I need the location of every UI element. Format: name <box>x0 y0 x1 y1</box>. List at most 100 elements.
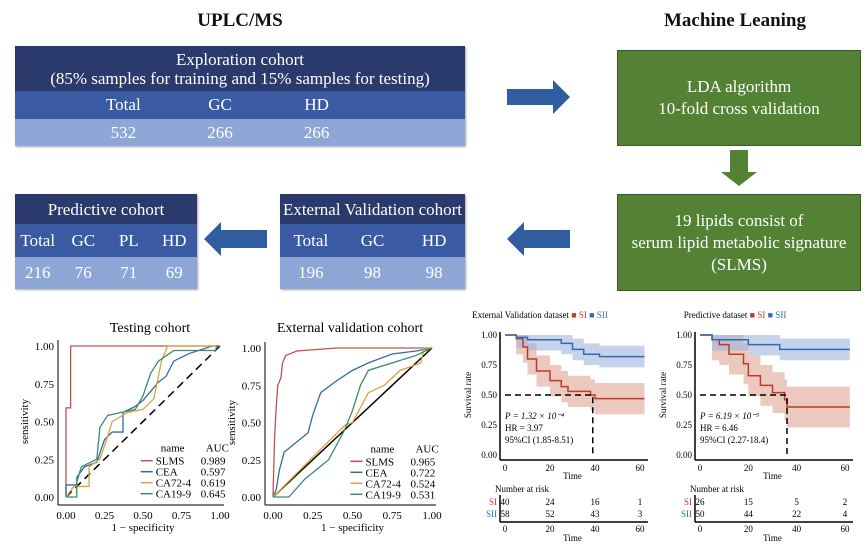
predictive-title: Predictive cohort <box>15 194 197 224</box>
cell: 196 <box>298 263 324 282</box>
cell: 69 <box>165 263 183 282</box>
legend-label: ■ SII <box>587 310 608 320</box>
risk-x-tick-label: 40 <box>792 524 802 534</box>
chart-title: Predictive dataset ■ SI ■ SII <box>684 310 787 320</box>
risk-count: 16 <box>591 497 601 507</box>
col-header: Total <box>293 230 329 250</box>
y-tick-label: 0.00 <box>35 492 55 504</box>
x-tick-label: 0.25 <box>95 510 115 522</box>
col-header: GC <box>71 230 96 250</box>
legend-name: CEA <box>156 467 178 479</box>
legend-auc: 0.965 <box>410 456 435 468</box>
col-header: HD <box>421 230 447 250</box>
legend-name: CA72-4 <box>365 478 401 490</box>
predictive-cohort-box: Predictive cohort Total GC PL HD 216 76 … <box>15 194 197 289</box>
lda-box: LDA algorithm 10-fold cross validation <box>617 50 861 146</box>
x-tick-label: 0 <box>503 463 508 473</box>
col-header: GC <box>208 95 232 114</box>
legend-label: ■ SII <box>765 310 786 320</box>
x-tick-label: 0.50 <box>133 510 153 522</box>
confidence-interval: 95%CI (1.85-8.51) <box>505 435 573 445</box>
y-tick-label: 1.00 <box>35 341 55 353</box>
legend-auc: 0.989 <box>201 456 226 468</box>
legend-name: CA72-4 <box>156 478 192 490</box>
risk-row-label: SII <box>486 509 497 519</box>
roc-curve-SLMS <box>65 345 220 497</box>
lda-line1: LDA algorithm <box>686 77 792 96</box>
arrow-left-icon <box>204 222 267 256</box>
roc-curve-CA19-9 <box>66 345 220 498</box>
legend-name: SLMS <box>365 456 394 468</box>
y-axis-label: Survival rate <box>463 372 473 418</box>
p-value: P = 1.32 × 10⁻⁴ <box>504 411 564 421</box>
roc-curve-CA19-9 <box>273 347 433 498</box>
risk-count: 4 <box>843 509 848 519</box>
risk-x-tick-label: 20 <box>546 524 556 534</box>
diagonal-reference <box>65 345 221 498</box>
legend-name: CA19-9 <box>156 489 192 501</box>
y-axis-label: Survival rate <box>658 372 668 418</box>
exploration-subtitle: (85% samples for training and 15% sample… <box>50 68 430 88</box>
chart-title: Testing cohort <box>110 321 190 336</box>
risk-x-tick-label: 60 <box>841 524 851 534</box>
roc-curve-CEA <box>272 347 433 498</box>
x-tick-label: 0.25 <box>303 510 323 522</box>
risk-row-label: SI <box>684 497 692 507</box>
legend-auc: 0.597 <box>201 467 226 479</box>
y-tick-label: 0.50 <box>35 417 55 429</box>
y-tick-label: 1.00 <box>676 330 692 340</box>
legend-name-header: name <box>370 443 394 455</box>
legend-auc-header: AUC <box>206 443 229 455</box>
roc-curve-SLMS <box>272 347 432 498</box>
legend-name: CEA <box>365 467 387 479</box>
y-tick-label: 0.50 <box>242 418 262 430</box>
p-value: P = 6.19 × 10⁻⁵ <box>699 411 759 421</box>
x-tick-label: 1.00 <box>210 510 230 522</box>
risk-count: 5 <box>794 497 799 507</box>
exploration-header: Exploration cohort (85% samples for trai… <box>15 46 465 91</box>
cell: 532 <box>110 122 137 142</box>
uplc-ms-title: UPLC/MS <box>197 10 283 31</box>
survival-curve-SII <box>505 334 645 358</box>
exploration-headers: Total GC HD <box>15 91 465 119</box>
external-cohort-box: External Validation cohort Total GC HD 1… <box>280 194 465 289</box>
risk-x-tick-label: 20 <box>744 524 754 534</box>
external-title: External Validation cohort <box>280 194 465 224</box>
risk-count: 40 <box>501 497 511 507</box>
cell: 98 <box>364 263 381 282</box>
hazard-ratio: HR = 6.46 <box>700 423 738 433</box>
x-tick-label: 0.00 <box>56 510 76 522</box>
risk-count: 24 <box>546 497 556 507</box>
risk-count: 1 <box>638 497 643 507</box>
y-tick-label: 1.00 <box>242 343 262 355</box>
arrow-down-icon <box>721 150 757 186</box>
risk-x-tick-label: 40 <box>591 524 601 534</box>
x-tick-label: 0 <box>698 463 703 473</box>
col-header: HD <box>304 95 329 114</box>
hazard-ratio: HR = 3.97 <box>505 423 543 433</box>
risk-count: 58 <box>501 509 511 519</box>
risk-count: 26 <box>696 497 706 507</box>
risk-count: 44 <box>744 509 754 519</box>
x-tick-label: 0.50 <box>343 510 363 522</box>
x-tick-label: 0.75 <box>172 510 192 522</box>
legend-auc: 0.531 <box>410 489 435 501</box>
y-tick-label: 0.25 <box>481 420 497 430</box>
x-tick-label: 40 <box>591 463 601 473</box>
col-header: HD <box>161 230 187 250</box>
cell: 76 <box>74 263 92 282</box>
y-tick-label: 0.00 <box>481 450 497 460</box>
risk-x-tick-label: 0 <box>503 524 508 534</box>
col-header: PL <box>118 230 139 250</box>
y-axis-label: sensitivity <box>226 399 238 445</box>
arrow-left-icon <box>507 222 570 256</box>
x-axis-label: Time <box>763 471 782 481</box>
y-tick-label: 0.75 <box>676 360 692 370</box>
x-tick-label: 0.75 <box>383 510 403 522</box>
survival-curve-SI <box>700 334 850 408</box>
risk-x-tick-label: 60 <box>636 524 646 534</box>
risk-count: 3 <box>638 509 643 519</box>
legend-auc: 0.645 <box>201 489 226 501</box>
risk-count: 22 <box>792 509 801 519</box>
